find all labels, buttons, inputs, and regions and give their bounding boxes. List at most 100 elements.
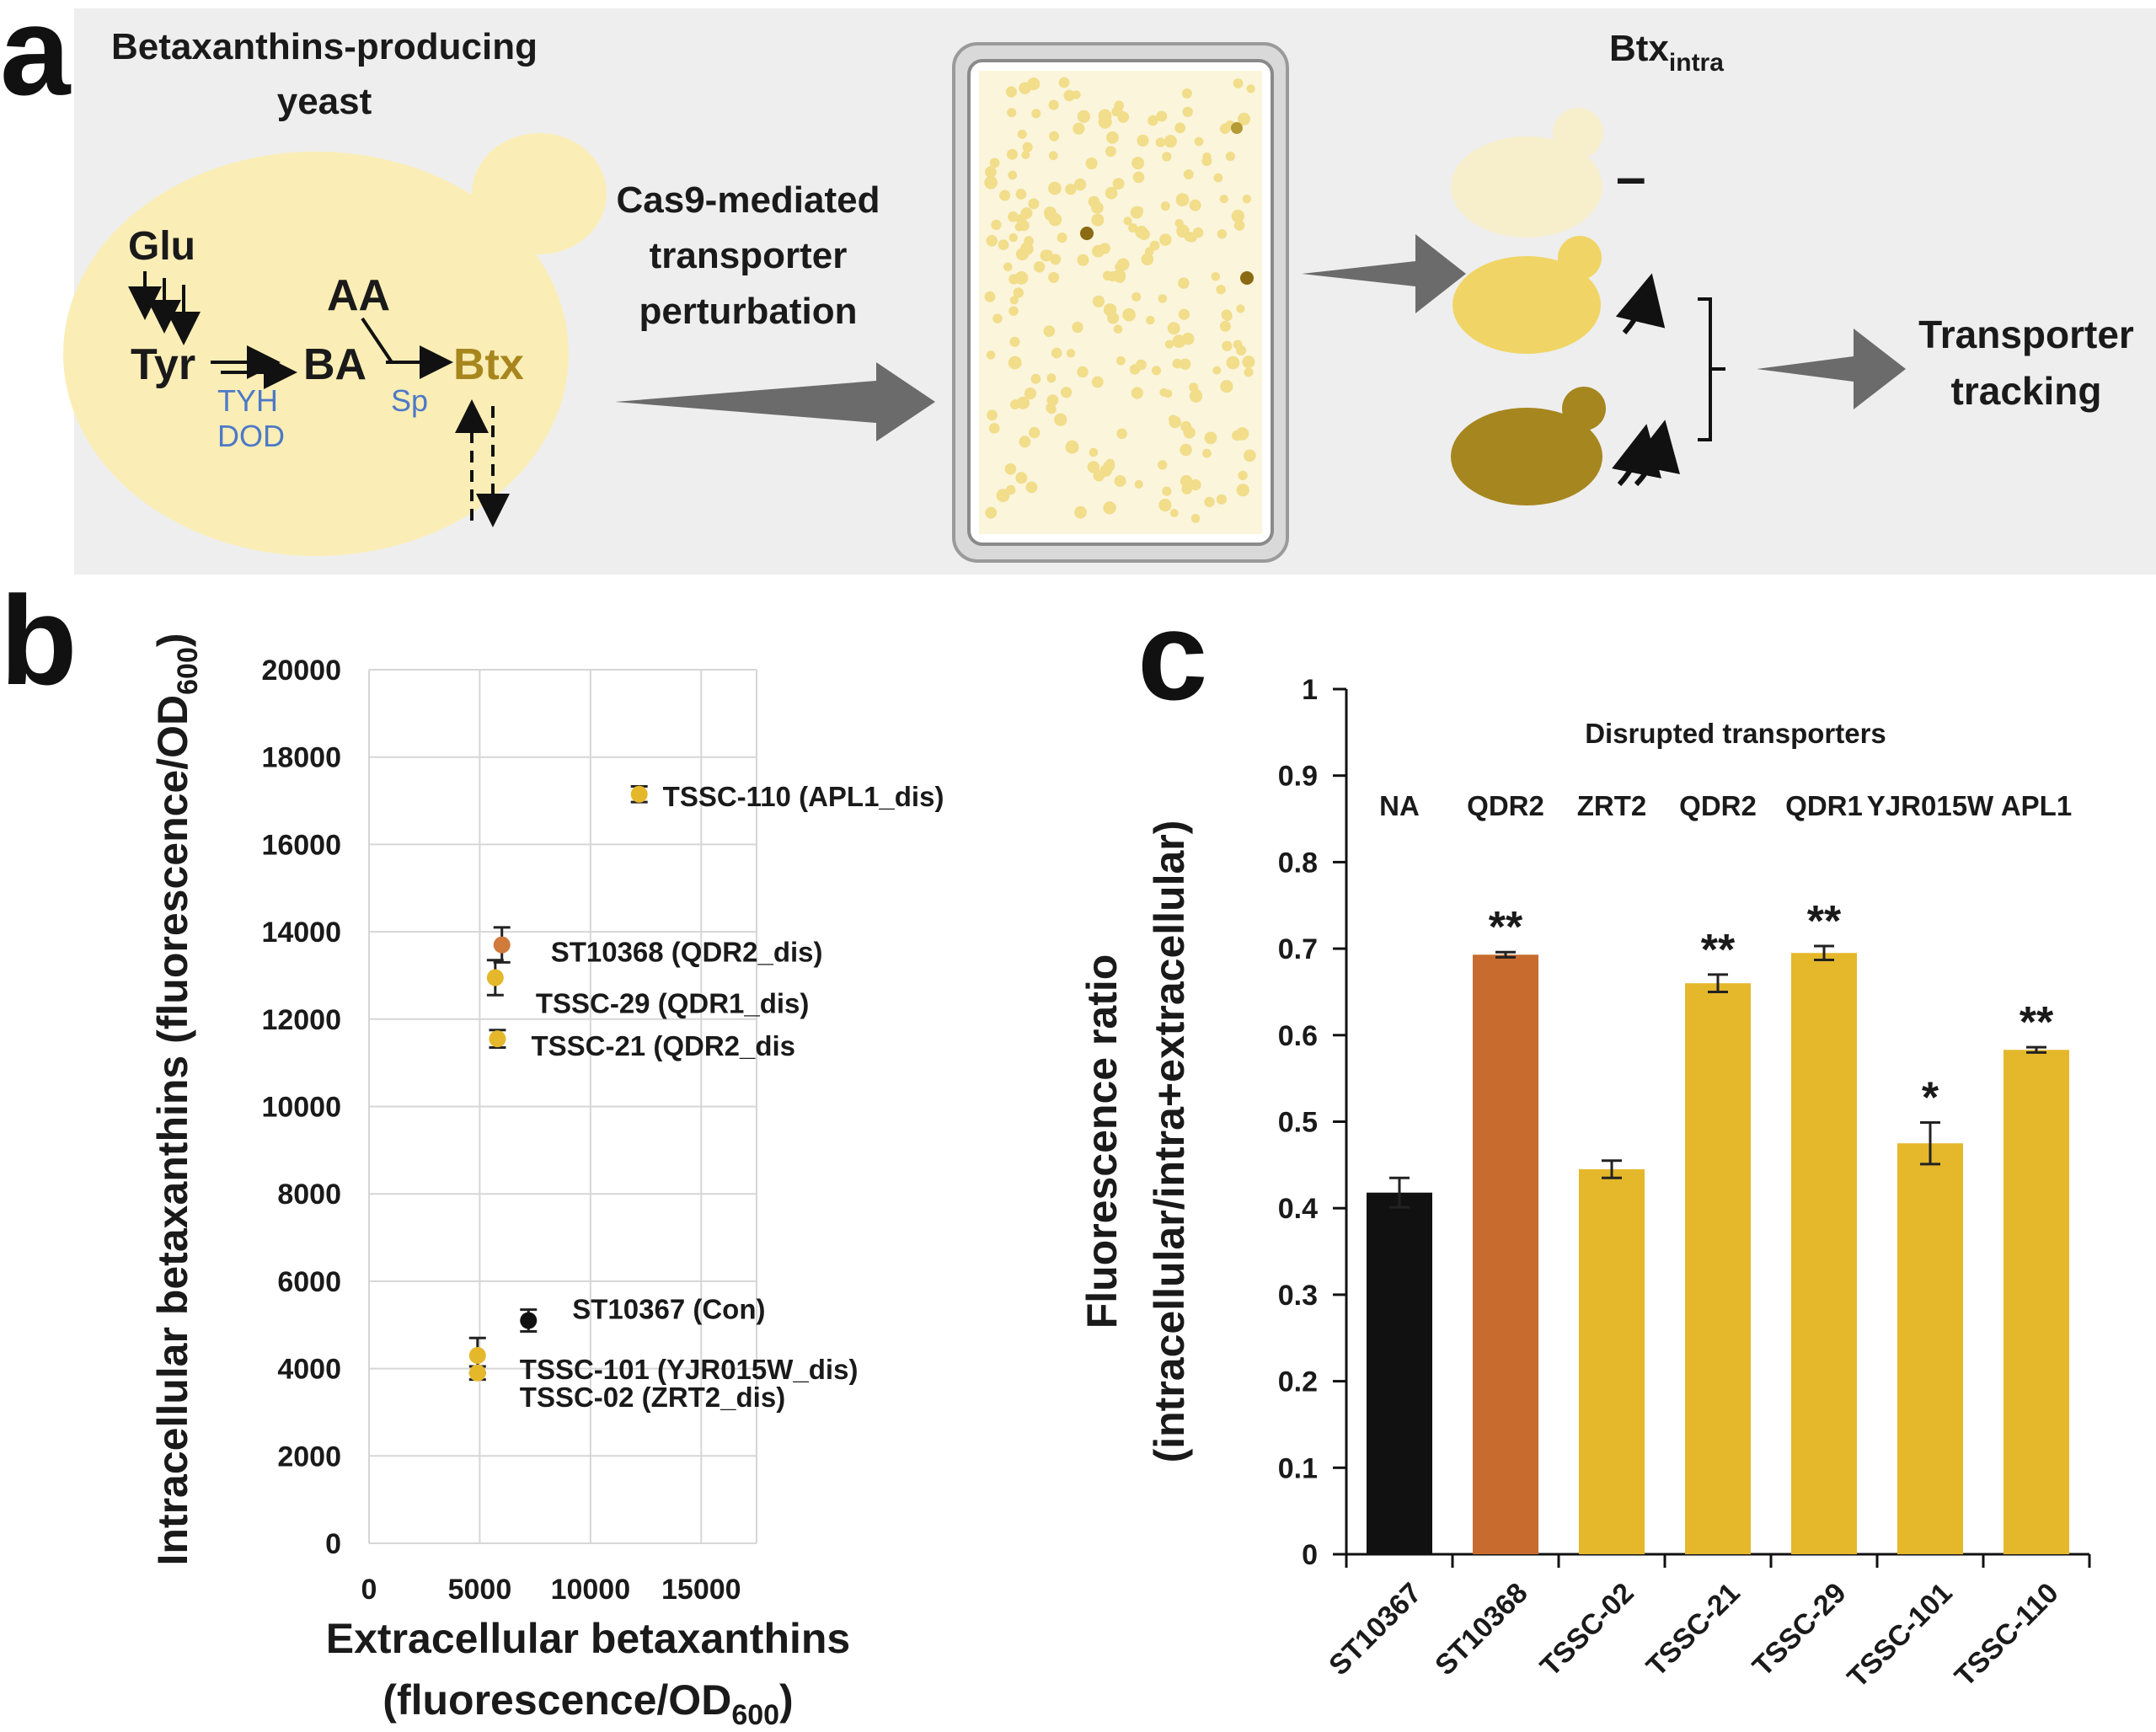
colony <box>1073 122 1085 135</box>
colony <box>1164 339 1174 349</box>
colony <box>1029 426 1041 439</box>
bar-significance: * <box>1922 1074 1939 1123</box>
bar-significance: ** <box>2020 998 2054 1047</box>
dod-enzyme: DOD <box>217 419 285 453</box>
colony <box>1098 109 1112 123</box>
colony <box>1159 388 1169 397</box>
panel-a: a Betaxanthins-producing yeast Glu Tyr T… <box>0 0 2156 575</box>
tyr-label: Tyr <box>131 340 195 389</box>
scatter-y-axis-title: Intracellular betaxanthins (fluorescence… <box>149 633 204 1565</box>
colony <box>1155 137 1166 147</box>
scatter-y-tick-label: 2000 <box>277 1441 341 1473</box>
ba-label: BA <box>303 340 366 389</box>
panel-b: b 02000400060008000100001200014000160001… <box>0 569 944 1731</box>
colony <box>1233 220 1245 231</box>
colony <box>1049 131 1060 142</box>
colony <box>1072 321 1083 334</box>
step-line3: perturbation <box>639 291 857 332</box>
bar-significance: ** <box>1807 897 1842 946</box>
bar-gene-label: QDR2 <box>1467 790 1544 821</box>
colony <box>1220 380 1233 393</box>
up-arrow-double-2 <box>1630 420 1680 487</box>
colony <box>1244 449 1256 462</box>
cell-low <box>1451 136 1602 238</box>
perturbation-arrow <box>615 362 935 441</box>
colony <box>1134 206 1144 216</box>
colony <box>1184 232 1195 243</box>
colony <box>1201 156 1212 167</box>
colony <box>1006 148 1018 160</box>
bar <box>1685 983 1751 1554</box>
colony <box>1093 470 1105 482</box>
colony <box>1043 325 1056 338</box>
bar-category-label: TSSC-110 <box>1949 1577 2065 1693</box>
scatter-x-ticks: 0 5000 10000 15000 <box>361 1574 741 1606</box>
scatter-point <box>489 1030 506 1048</box>
bar <box>1473 954 1538 1554</box>
colony <box>989 158 1000 168</box>
colony <box>1162 152 1172 162</box>
colony <box>1113 324 1123 334</box>
glu-label: Glu <box>128 224 195 269</box>
scatter-point <box>468 1364 486 1382</box>
btx-label: Btx <box>453 340 524 389</box>
colony <box>1236 484 1249 497</box>
colony <box>1009 296 1019 305</box>
bar-series: NA ** QDR2 ZRT2 ** QDR2 ** QDR1 * YJR015W ** APL1 <box>1367 790 2072 1554</box>
colony <box>1183 426 1196 439</box>
colony-mid <box>1231 122 1243 134</box>
aa-join-line <box>361 317 393 364</box>
bar-y-axis-title-line1: Fluorescence ratio <box>1078 954 1126 1329</box>
bar-y-tick-label: 0.7 <box>1278 933 1318 965</box>
colony <box>1013 287 1025 298</box>
colony <box>1181 332 1195 345</box>
bar-x-labels: ST10367 ST10368 TSSC-02 TSSC-21 TSSC-29TSSC-… <box>1323 1577 2064 1694</box>
colony <box>1158 499 1172 512</box>
minus-sign: – <box>1616 147 1646 207</box>
colony <box>1030 373 1041 384</box>
scatter-point <box>486 969 504 986</box>
colony <box>1091 213 1105 227</box>
colony <box>1033 261 1046 273</box>
scatter-x-tick-label: 0 <box>361 1574 377 1606</box>
colony <box>1088 195 1100 208</box>
colony <box>1008 306 1019 316</box>
colony <box>1051 347 1062 359</box>
yeast-cell <box>63 152 569 556</box>
bar <box>1367 1192 1432 1554</box>
scatter-y-ticks: 0 2000 4000 6000 8000 10000 12000 14000 16000 180… <box>261 655 341 1560</box>
colony <box>1107 271 1118 282</box>
colony <box>1116 355 1126 366</box>
colony <box>1020 207 1033 219</box>
bar-gene-label: YJR015W <box>1867 790 1994 821</box>
scatter-y-tick-label: 14000 <box>261 917 341 949</box>
colony <box>1057 233 1067 243</box>
colony <box>1003 262 1013 272</box>
colony <box>1164 135 1177 148</box>
colony <box>1111 107 1121 117</box>
bar-gene-label: QDR2 <box>1679 790 1757 821</box>
bar-gene-label: NA <box>1379 790 1420 821</box>
colony <box>1103 501 1116 515</box>
bar-significance: ** <box>1489 903 1523 952</box>
colony <box>1226 355 1240 370</box>
colony <box>1048 99 1059 110</box>
colony <box>1021 150 1030 159</box>
colony <box>1148 115 1158 126</box>
colony <box>1085 158 1098 169</box>
colony <box>1169 415 1181 429</box>
colony <box>1149 240 1160 251</box>
bar-category-label: ST10367 <box>1323 1577 1427 1681</box>
step-line1: Cas9-mediated <box>616 179 880 221</box>
colony <box>1092 295 1105 307</box>
colony <box>1054 413 1067 426</box>
colony <box>1009 336 1020 347</box>
colony <box>1219 195 1228 204</box>
plate-agar <box>979 71 1262 534</box>
colony <box>1116 258 1130 271</box>
colony <box>1158 294 1168 303</box>
scatter-point <box>630 785 648 803</box>
colony <box>1073 178 1087 191</box>
colony <box>1007 108 1017 118</box>
